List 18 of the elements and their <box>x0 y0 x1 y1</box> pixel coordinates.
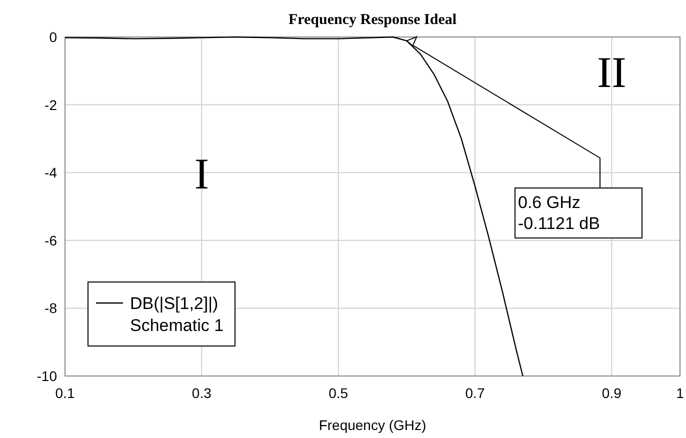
x-axis-title: Frequency (GHz) <box>318 417 426 433</box>
annotation: 0.6 GHz -0.1121 dB <box>518 193 600 233</box>
y-tick-label: -10 <box>36 368 58 384</box>
annotation: I <box>194 150 209 199</box>
y-tick-label: -4 <box>44 164 58 181</box>
legend-label: DB(|S[1,2]|) Schematic 1 <box>130 294 224 335</box>
x-tick-label: 0.9 <box>602 385 622 401</box>
chart-title: Frequency Response Ideal <box>288 12 457 28</box>
annotation: II <box>597 48 626 97</box>
x-tick-label: 0.3 <box>192 385 212 401</box>
x-tick-label: 1 <box>676 385 684 401</box>
x-tick-label: 0.1 <box>55 385 75 401</box>
y-tick-label: 0 <box>49 29 58 45</box>
y-tick-label: -6 <box>44 232 58 248</box>
x-tick-label: 0.7 <box>465 385 485 401</box>
y-tick-label: -2 <box>44 96 58 113</box>
y-tick-label: -8 <box>44 300 58 316</box>
x-tick-label: 0.5 <box>328 385 348 401</box>
